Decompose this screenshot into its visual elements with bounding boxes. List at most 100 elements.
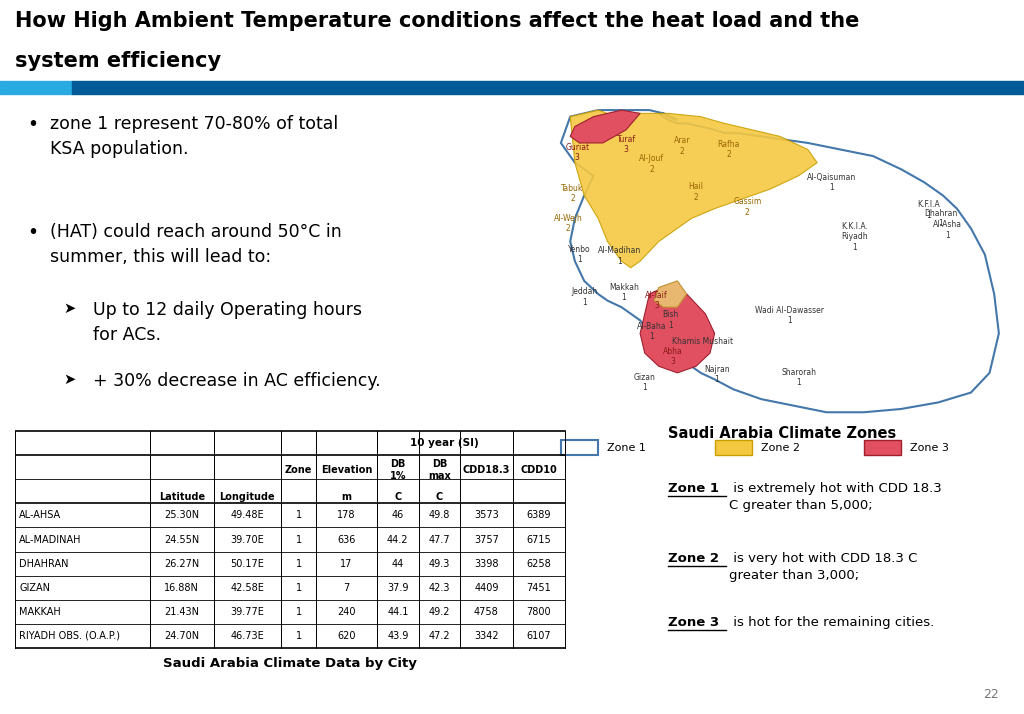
Text: 1: 1 bbox=[296, 631, 302, 641]
Text: Al-Baha
1: Al-Baha 1 bbox=[637, 322, 667, 341]
Text: 7800: 7800 bbox=[526, 607, 551, 617]
Text: Zone 2: Zone 2 bbox=[668, 551, 719, 565]
Text: DHAHRAN: DHAHRAN bbox=[19, 558, 69, 568]
Text: CDD10: CDD10 bbox=[520, 465, 557, 475]
Text: 21.43N: 21.43N bbox=[164, 607, 200, 617]
Text: Rafha
2: Rafha 2 bbox=[718, 140, 739, 159]
Text: Arar
2: Arar 2 bbox=[674, 136, 690, 156]
Text: 39.77E: 39.77E bbox=[230, 607, 264, 617]
Text: 620: 620 bbox=[337, 631, 355, 641]
Text: 7: 7 bbox=[343, 583, 349, 593]
Text: Saudi Arabia Climate Zones: Saudi Arabia Climate Zones bbox=[668, 426, 896, 441]
Text: 3573: 3573 bbox=[474, 511, 499, 521]
Polygon shape bbox=[570, 110, 640, 143]
Text: 24.55N: 24.55N bbox=[164, 535, 200, 545]
Text: m: m bbox=[342, 492, 351, 502]
Text: is extremely hot with CDD 18.3
C greater than 5,000;: is extremely hot with CDD 18.3 C greater… bbox=[729, 482, 942, 512]
Text: Al-Wejh
2: Al-Wejh 2 bbox=[554, 213, 583, 233]
Text: Gassim
2: Gassim 2 bbox=[733, 197, 762, 216]
Text: Abha
3: Abha 3 bbox=[663, 346, 683, 366]
Text: 47.7: 47.7 bbox=[429, 535, 451, 545]
Text: ➤: ➤ bbox=[63, 372, 76, 387]
Text: 1: 1 bbox=[296, 511, 302, 521]
Text: Al-Qaisuman
1: Al-Qaisuman 1 bbox=[807, 173, 856, 192]
Text: RIYADH OBS. (O.A.P.): RIYADH OBS. (O.A.P.) bbox=[19, 631, 120, 641]
Text: is hot for the remaining cities.: is hot for the remaining cities. bbox=[729, 615, 935, 629]
Text: 49.3: 49.3 bbox=[429, 558, 450, 568]
Polygon shape bbox=[654, 281, 687, 307]
Text: 49.2: 49.2 bbox=[429, 607, 451, 617]
Text: 42.3: 42.3 bbox=[429, 583, 451, 593]
Text: (HAT) could reach around 50°C in
summer, this will lead to:: (HAT) could reach around 50°C in summer,… bbox=[50, 223, 342, 266]
Text: 24.70N: 24.70N bbox=[164, 631, 200, 641]
Text: Up to 12 daily Operating hours
for ACs.: Up to 12 daily Operating hours for ACs. bbox=[92, 301, 361, 344]
Text: 4409: 4409 bbox=[474, 583, 499, 593]
Text: Longitude: Longitude bbox=[219, 492, 275, 502]
Text: 49.8: 49.8 bbox=[429, 511, 450, 521]
Text: 26.27N: 26.27N bbox=[164, 558, 200, 568]
Text: Saudi Arabia Climate Data by City: Saudi Arabia Climate Data by City bbox=[163, 658, 417, 670]
Text: MAKKAH: MAKKAH bbox=[19, 607, 61, 617]
Text: Sharorah
1: Sharorah 1 bbox=[781, 368, 816, 387]
Text: 50.17E: 50.17E bbox=[230, 558, 264, 568]
Text: Najran
1: Najran 1 bbox=[705, 365, 730, 384]
FancyBboxPatch shape bbox=[715, 440, 752, 455]
Text: Khamis Mushait: Khamis Mushait bbox=[673, 337, 733, 346]
Text: Gizan
1: Gizan 1 bbox=[634, 373, 655, 392]
Text: 44.1: 44.1 bbox=[387, 607, 409, 617]
Polygon shape bbox=[640, 288, 715, 373]
Text: C: C bbox=[436, 492, 443, 502]
Polygon shape bbox=[561, 110, 998, 412]
Text: Zone: Zone bbox=[285, 465, 312, 475]
Text: Dhahran
1: Dhahran 1 bbox=[924, 208, 957, 228]
Text: 1: 1 bbox=[296, 535, 302, 545]
Text: Zone 1: Zone 1 bbox=[607, 443, 646, 453]
Text: 6715: 6715 bbox=[526, 535, 551, 545]
Text: Al-Taif
3: Al-Taif 3 bbox=[645, 291, 668, 310]
Text: 178: 178 bbox=[337, 511, 355, 521]
Text: 6389: 6389 bbox=[526, 511, 551, 521]
Text: Turaf
3: Turaf 3 bbox=[616, 135, 636, 154]
Text: Wadi Al-Dawasser
1: Wadi Al-Dawasser 1 bbox=[755, 306, 823, 325]
Text: Makkah
1: Makkah 1 bbox=[609, 283, 639, 302]
Text: 49.48E: 49.48E bbox=[230, 511, 264, 521]
Text: 3757: 3757 bbox=[474, 535, 499, 545]
Text: 7451: 7451 bbox=[526, 583, 551, 593]
Text: system efficiency: system efficiency bbox=[15, 51, 221, 71]
Text: 240: 240 bbox=[337, 607, 355, 617]
Text: 42.58E: 42.58E bbox=[230, 583, 264, 593]
Text: 47.2: 47.2 bbox=[429, 631, 451, 641]
Text: K.F.I.A
1: K.F.I.A 1 bbox=[918, 201, 940, 220]
Text: 1: 1 bbox=[296, 583, 302, 593]
Text: •: • bbox=[27, 116, 38, 134]
Text: 16.88N: 16.88N bbox=[164, 583, 200, 593]
Text: Jeddah
1: Jeddah 1 bbox=[571, 288, 597, 307]
Text: ➤: ➤ bbox=[63, 301, 76, 316]
Text: 43.9: 43.9 bbox=[387, 631, 409, 641]
Text: C: C bbox=[394, 492, 401, 502]
Text: Zone 3: Zone 3 bbox=[668, 615, 719, 629]
Text: •: • bbox=[27, 223, 38, 242]
Text: 10 year (SI): 10 year (SI) bbox=[411, 438, 479, 448]
Text: 44.2: 44.2 bbox=[387, 535, 409, 545]
Text: 25.30N: 25.30N bbox=[164, 511, 200, 521]
Text: 22: 22 bbox=[983, 688, 998, 701]
Text: 46: 46 bbox=[391, 511, 403, 521]
Text: 17: 17 bbox=[340, 558, 352, 568]
Text: 6258: 6258 bbox=[526, 558, 551, 568]
Text: 636: 636 bbox=[337, 535, 355, 545]
Text: Zone 3: Zone 3 bbox=[910, 443, 949, 453]
Text: Zone 2: Zone 2 bbox=[761, 443, 800, 453]
Text: Bish
1: Bish 1 bbox=[663, 311, 679, 330]
Polygon shape bbox=[570, 110, 817, 268]
Text: Al-Jouf
2: Al-Jouf 2 bbox=[639, 154, 665, 174]
FancyBboxPatch shape bbox=[863, 440, 901, 455]
Text: AL-AHSA: AL-AHSA bbox=[19, 511, 61, 521]
Text: 4758: 4758 bbox=[474, 607, 499, 617]
Text: 44: 44 bbox=[391, 558, 403, 568]
Text: 6107: 6107 bbox=[526, 631, 551, 641]
Text: 39.70E: 39.70E bbox=[230, 535, 264, 545]
Text: Al-Madihan
1: Al-Madihan 1 bbox=[598, 246, 641, 266]
Text: 1: 1 bbox=[296, 607, 302, 617]
Text: Guriat
3: Guriat 3 bbox=[565, 143, 589, 162]
